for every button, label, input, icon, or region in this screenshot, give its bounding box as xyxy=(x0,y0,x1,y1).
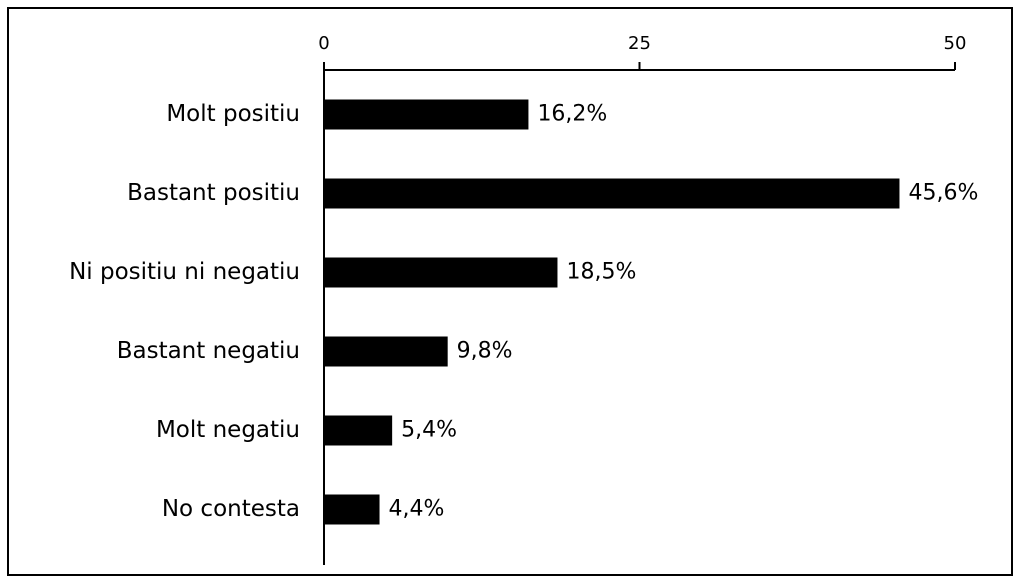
y-tick-label: Molt negatiu xyxy=(156,417,300,443)
x-tick-label: 0 xyxy=(318,33,329,54)
y-tick-label: Bastant negatiu xyxy=(117,338,300,364)
y-tick-label: Bastant positiu xyxy=(127,180,300,206)
data-label: 45,6% xyxy=(908,181,978,206)
data-label: 18,5% xyxy=(566,260,636,285)
bar xyxy=(324,415,393,446)
data-label: 16,2% xyxy=(537,102,607,127)
y-tick-label: Ni positiu ni negatiu xyxy=(69,259,300,285)
data-label: 5,4% xyxy=(401,418,457,443)
data-label: 9,8% xyxy=(457,339,513,364)
bar xyxy=(324,99,529,130)
y-tick-label: No contesta xyxy=(162,496,300,522)
data-label: 4,4% xyxy=(389,497,445,522)
x-tick-label: 25 xyxy=(628,33,651,54)
x-tick-label: 50 xyxy=(944,33,967,54)
bar xyxy=(324,336,448,367)
chart-frame xyxy=(7,7,1013,576)
bar xyxy=(324,494,380,525)
bar xyxy=(324,178,900,209)
y-tick-label: Molt positiu xyxy=(166,101,300,127)
bar xyxy=(324,257,558,288)
